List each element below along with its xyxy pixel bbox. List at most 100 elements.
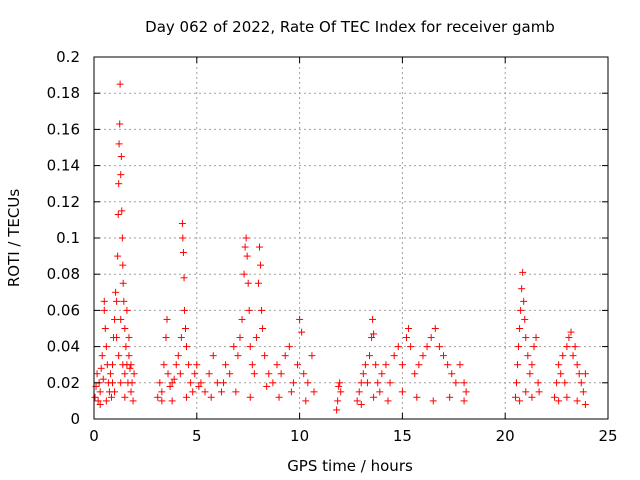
data-point: [429, 397, 437, 405]
data-point: [579, 388, 587, 396]
data-point: [172, 361, 180, 369]
data-point: [353, 397, 361, 405]
data-point: [164, 370, 172, 378]
data-point: [407, 343, 415, 351]
data-point: [257, 261, 265, 269]
data-point: [415, 361, 423, 369]
data-point: [300, 370, 308, 378]
data-point: [521, 315, 529, 323]
data-point: [520, 297, 528, 305]
data-point: [96, 401, 104, 409]
data-point: [158, 388, 166, 396]
data-point: [232, 388, 240, 396]
data-point: [246, 393, 254, 401]
data-point: [359, 370, 367, 378]
data-point: [413, 393, 421, 401]
data-point: [116, 80, 124, 88]
axis-ticks: 0 5 10 15 20 25 0 0.02 0.04 0.06 0.08 0.1 0.12 0.14 0.…: [47, 48, 618, 445]
data-point: [460, 397, 468, 405]
data-point: [398, 361, 406, 369]
data-point: [310, 388, 318, 396]
data-point: [129, 397, 137, 405]
y-tick-label: 0.06: [47, 301, 80, 319]
data-point: [378, 370, 386, 378]
data-point: [516, 325, 524, 332]
data-point: [460, 379, 468, 387]
data-point: [263, 382, 271, 390]
data-point: [123, 306, 131, 314]
data-point: [238, 315, 246, 323]
data-point: [384, 397, 392, 405]
data-point: [581, 370, 589, 378]
data-point: [243, 252, 251, 260]
data-point: [120, 297, 128, 305]
data-point: [111, 388, 119, 396]
data-point: [250, 370, 258, 378]
data-point: [294, 361, 302, 369]
data-point: [511, 393, 519, 401]
data-point: [561, 379, 569, 387]
x-tick-label: 15: [393, 427, 412, 445]
data-point: [444, 361, 452, 369]
data-point: [518, 285, 526, 293]
x-tick-label: 10: [290, 427, 309, 445]
data-point: [154, 393, 162, 401]
data-point: [265, 370, 273, 378]
data-point: [281, 352, 289, 360]
data-point: [462, 388, 470, 396]
data-point: [99, 375, 107, 383]
data-point: [125, 352, 133, 360]
data-point: [363, 379, 371, 387]
data-point: [534, 379, 542, 387]
data-point: [117, 315, 125, 323]
y-tick-label: 0.18: [47, 84, 80, 102]
data-point: [189, 388, 197, 396]
data-point: [181, 325, 189, 332]
data-point: [119, 279, 127, 287]
data-point: [201, 388, 209, 396]
data-point: [411, 370, 419, 378]
x-tick-label: 20: [496, 427, 515, 445]
data-point: [277, 370, 285, 378]
data-point: [522, 388, 530, 396]
data-point: [101, 325, 109, 332]
data-point: [569, 352, 577, 360]
data-point: [114, 210, 122, 218]
data-point: [423, 343, 431, 351]
data-point: [431, 325, 439, 332]
data-point: [111, 315, 119, 323]
data-point: [174, 352, 182, 360]
data-point: [567, 328, 575, 336]
data-point: [304, 379, 312, 387]
data-point: [273, 361, 281, 369]
data-point: [398, 388, 406, 396]
data-point: [394, 343, 402, 351]
data-point: [528, 361, 536, 369]
data-point: [435, 343, 443, 351]
y-tick-label: 0.16: [47, 120, 80, 138]
data-point: [514, 361, 522, 369]
data-point: [91, 393, 99, 401]
data-point: [530, 343, 538, 351]
data-point: [176, 370, 184, 378]
data-point: [96, 388, 104, 396]
data-point: [390, 352, 398, 360]
data-point: [128, 379, 136, 387]
data-point: [254, 279, 262, 287]
data-point: [130, 370, 138, 378]
data-point: [126, 364, 134, 372]
y-tick-label: 0.1: [56, 229, 80, 247]
data-point: [372, 361, 380, 369]
data-point: [563, 393, 571, 401]
data-point: [370, 393, 378, 401]
data-point: [94, 397, 102, 405]
x-tick-label: 0: [89, 427, 99, 445]
data-point: [269, 379, 277, 387]
data-point: [427, 334, 435, 342]
data-point: [160, 361, 168, 369]
data-point: [577, 379, 585, 387]
data-point: [573, 361, 581, 369]
data-point: [230, 343, 238, 351]
data-point: [217, 388, 225, 396]
data-point: [166, 382, 174, 390]
